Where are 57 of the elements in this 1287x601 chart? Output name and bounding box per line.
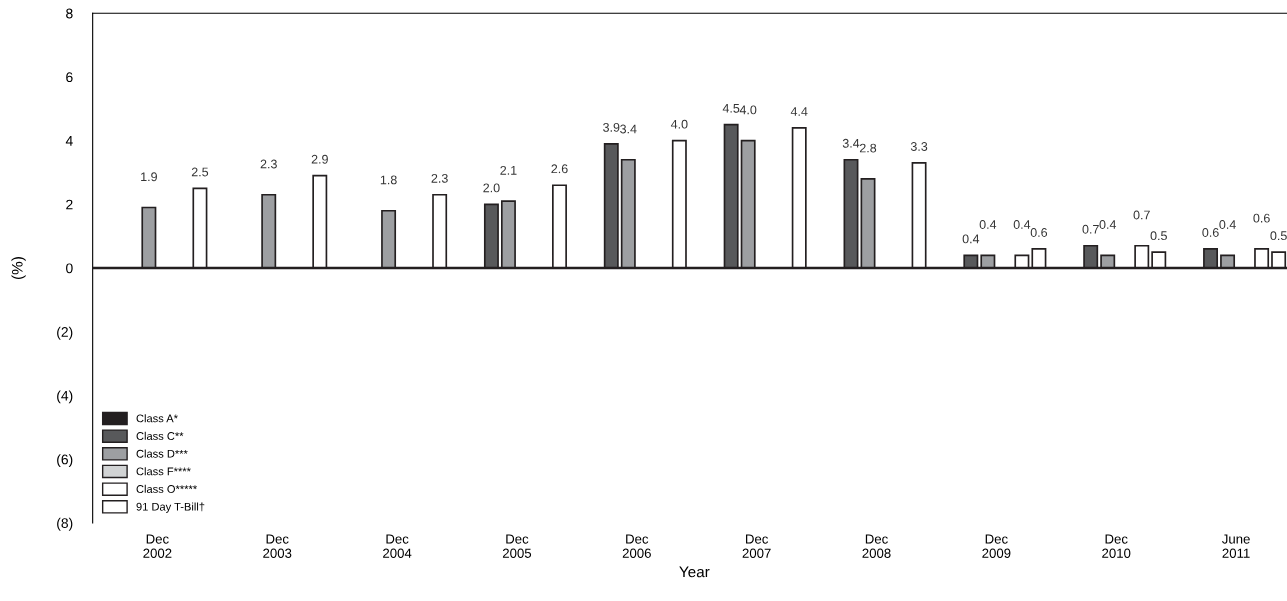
data-label: 0.6 [1030, 228, 1048, 237]
legend-label: Class D*** [136, 449, 188, 458]
y-tick-label: (8) [57, 517, 73, 531]
data-label: 2.0 [483, 183, 500, 193]
data-label: 3.4 [842, 138, 860, 148]
x-tick-label: Dec 2002 [143, 534, 172, 558]
data-label: 0.7 [1133, 210, 1150, 220]
x-tick-label: Dec 2004 [383, 534, 412, 558]
y-tick-label: 8 [66, 8, 73, 19]
data-label: 0.4 [1219, 220, 1236, 229]
data-label: 3.3 [910, 142, 928, 151]
y-axis-title: (%) [11, 257, 26, 279]
x-tick-label: Dec 2007 [742, 534, 771, 558]
data-label: 0.4 [979, 220, 997, 229]
y-tick-label: 6 [66, 72, 73, 83]
data-label: 4.0 [739, 105, 757, 115]
legend-label: Class C** [136, 431, 184, 440]
data-label: 1.8 [380, 175, 397, 185]
data-label: 1.9 [141, 172, 157, 182]
data-label: 0.4 [1099, 220, 1117, 229]
data-label: 0.5 [1270, 231, 1287, 241]
legend-label: Class A* [136, 414, 178, 423]
y-tick-label: 2 [66, 199, 73, 210]
data-label: 2.5 [191, 167, 209, 177]
x-tick-label: Dec 2006 [622, 534, 651, 558]
data-label: 0.7 [1082, 224, 1099, 234]
x-tick-label: Dec 2010 [1102, 534, 1131, 558]
x-tick-label: Dec 2005 [502, 534, 532, 558]
data-label: 0.6 [1202, 228, 1219, 237]
y-tick-label: (6) [57, 454, 73, 468]
x-tick-label: Dec 2009 [982, 534, 1011, 558]
x-tick-label: Dec 2003 [263, 534, 292, 558]
legend-label: Class O***** [136, 484, 197, 493]
legend-label: Class F**** [136, 467, 191, 476]
data-label: 4.5 [722, 103, 740, 113]
legend-label: 91 Day T-Bill† [136, 502, 205, 513]
x-tick-label: June 2011 [1221, 534, 1250, 558]
data-label: 4.0 [670, 119, 688, 129]
x-tick-label: Dec 2008 [862, 534, 891, 558]
data-label: 2.3 [260, 159, 277, 169]
data-label: 4.4 [790, 107, 808, 116]
data-label: 0.5 [1150, 231, 1167, 241]
data-label: 0.4 [1013, 220, 1031, 229]
data-label: 0.4 [962, 234, 980, 244]
data-label: 2.6 [551, 164, 568, 174]
y-tick-label: 4 [65, 136, 73, 146]
data-label: 3.4 [620, 124, 637, 134]
x-axis-title: Year [679, 566, 710, 578]
data-label: 2.1 [500, 165, 517, 175]
data-label: 2.9 [311, 154, 328, 164]
y-tick-label: 0 [66, 263, 73, 274]
data-label: 3.9 [603, 122, 620, 132]
y-tick-label: (4) [57, 390, 73, 404]
data-label: 2.8 [859, 143, 877, 153]
y-tick-label: (2) [57, 326, 73, 340]
data-label: 2.3 [431, 173, 448, 183]
data-label: 0.6 [1253, 213, 1270, 223]
